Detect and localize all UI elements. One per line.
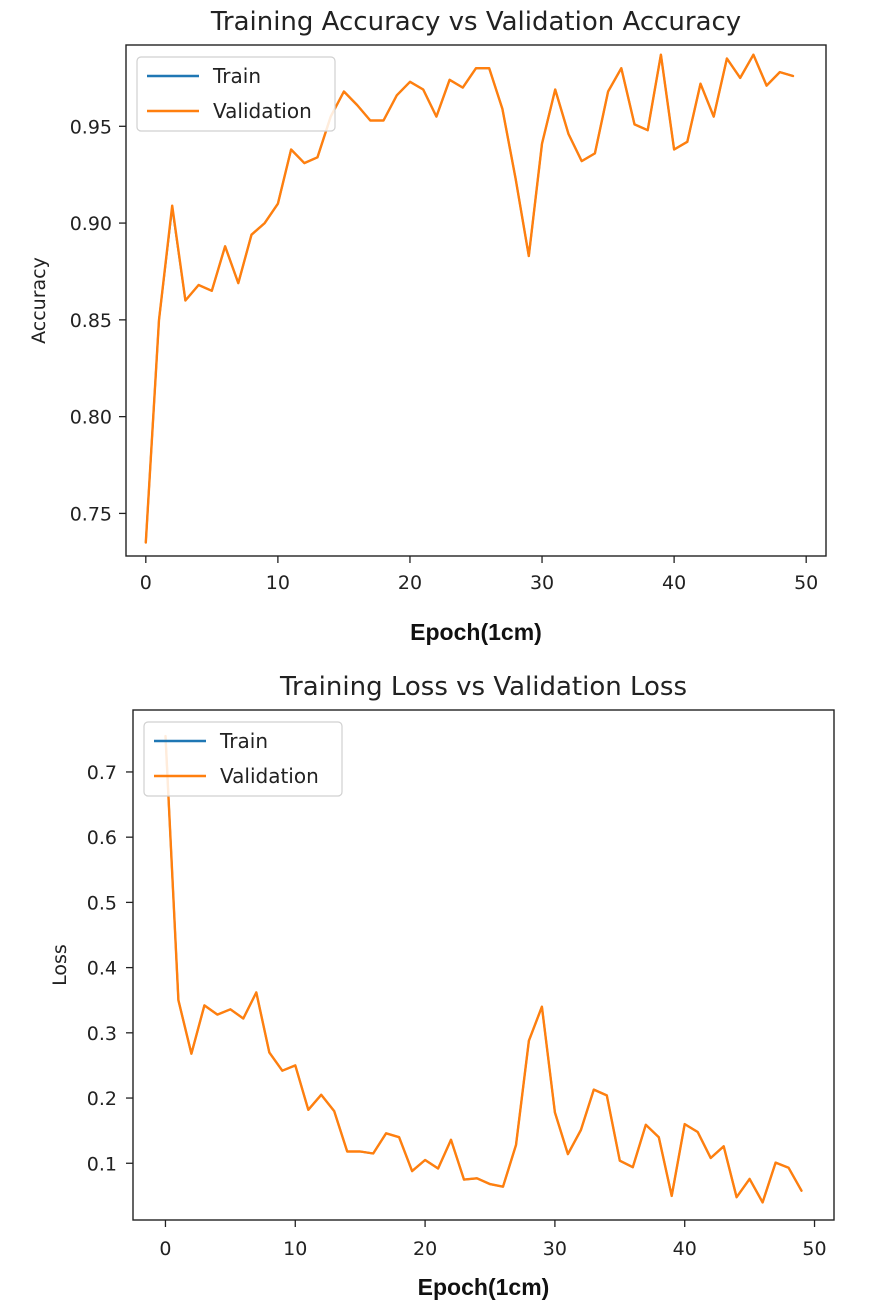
loss-x-tick-label: 40: [673, 1238, 697, 1260]
loss-series-validation-line: [164, 734, 803, 1204]
loss-y-tick-label: 0.5: [87, 892, 117, 914]
accuracy-chart-svg: Training Accuracy vs Validation Accuracy…: [28, 7, 827, 645]
loss-y-tick-label: 0.6: [87, 827, 117, 849]
loss-x-tick-label: 30: [543, 1238, 567, 1260]
loss-chart-svg: Training Loss vs Validation Loss 0 10 20 30 4…: [49, 672, 835, 1300]
accuracy-y-tick-label: 0.80: [70, 407, 112, 429]
accuracy-x-tick-label: 10: [266, 572, 290, 594]
accuracy-x-tick-label: 20: [398, 572, 422, 594]
accuracy-y-axis-label: Accuracy: [28, 257, 50, 344]
loss-y-tick-label: 0.2: [87, 1088, 117, 1110]
accuracy-y-tick-label: 0.95: [70, 116, 112, 138]
accuracy-chart: Training Accuracy vs Validation Accuracy…: [0, 0, 882, 650]
loss-series-train-line: [164, 735, 803, 1204]
accuracy-legend: Train Validation: [136, 56, 336, 132]
loss-x-tick-label: 10: [283, 1238, 307, 1260]
accuracy-x-tick-label: 40: [662, 572, 686, 594]
accuracy-legend-validation-label: Validation: [213, 99, 312, 123]
loss-y-tick-label: 0.3: [87, 1023, 117, 1045]
loss-y-tick-label: 0.4: [87, 958, 117, 980]
loss-x-tick-label: 20: [413, 1238, 437, 1260]
accuracy-x-tick-label: 50: [794, 572, 818, 594]
accuracy-legend-train-label: Train: [212, 64, 261, 88]
accuracy-series-validation-line: [144, 53, 795, 544]
accuracy-x-tick-label: 30: [530, 572, 554, 594]
accuracy-y-tick-label: 0.90: [70, 213, 112, 235]
loss-plot-frame: [132, 709, 835, 1221]
loss-y-tick-label: 0.1: [87, 1153, 117, 1175]
accuracy-x-tick-label: 0: [140, 572, 152, 594]
loss-x-tick-label: 50: [802, 1238, 826, 1260]
loss-y-axis-label: Loss: [49, 944, 71, 986]
accuracy-y-tick-label: 0.75: [70, 503, 112, 525]
accuracy-y-tick-label: 0.85: [70, 310, 112, 332]
loss-x-axis-label: Epoch(1cm): [418, 1274, 550, 1300]
loss-legend-validation-label: Validation: [220, 764, 319, 788]
loss-chart: Training Loss vs Validation Loss 0 10 20 30 4…: [0, 665, 882, 1303]
loss-legend: Train Validation: [143, 721, 343, 797]
accuracy-plot-frame: [125, 44, 827, 557]
loss-x-tick-label: 0: [159, 1238, 171, 1260]
loss-legend-train-label: Train: [219, 729, 268, 753]
loss-chart-title: Training Loss vs Validation Loss: [279, 672, 687, 702]
accuracy-x-axis-label: Epoch(1cm): [410, 619, 542, 645]
loss-y-tick-label: 0.7: [87, 762, 117, 784]
accuracy-chart-title: Training Accuracy vs Validation Accuracy: [210, 7, 741, 37]
